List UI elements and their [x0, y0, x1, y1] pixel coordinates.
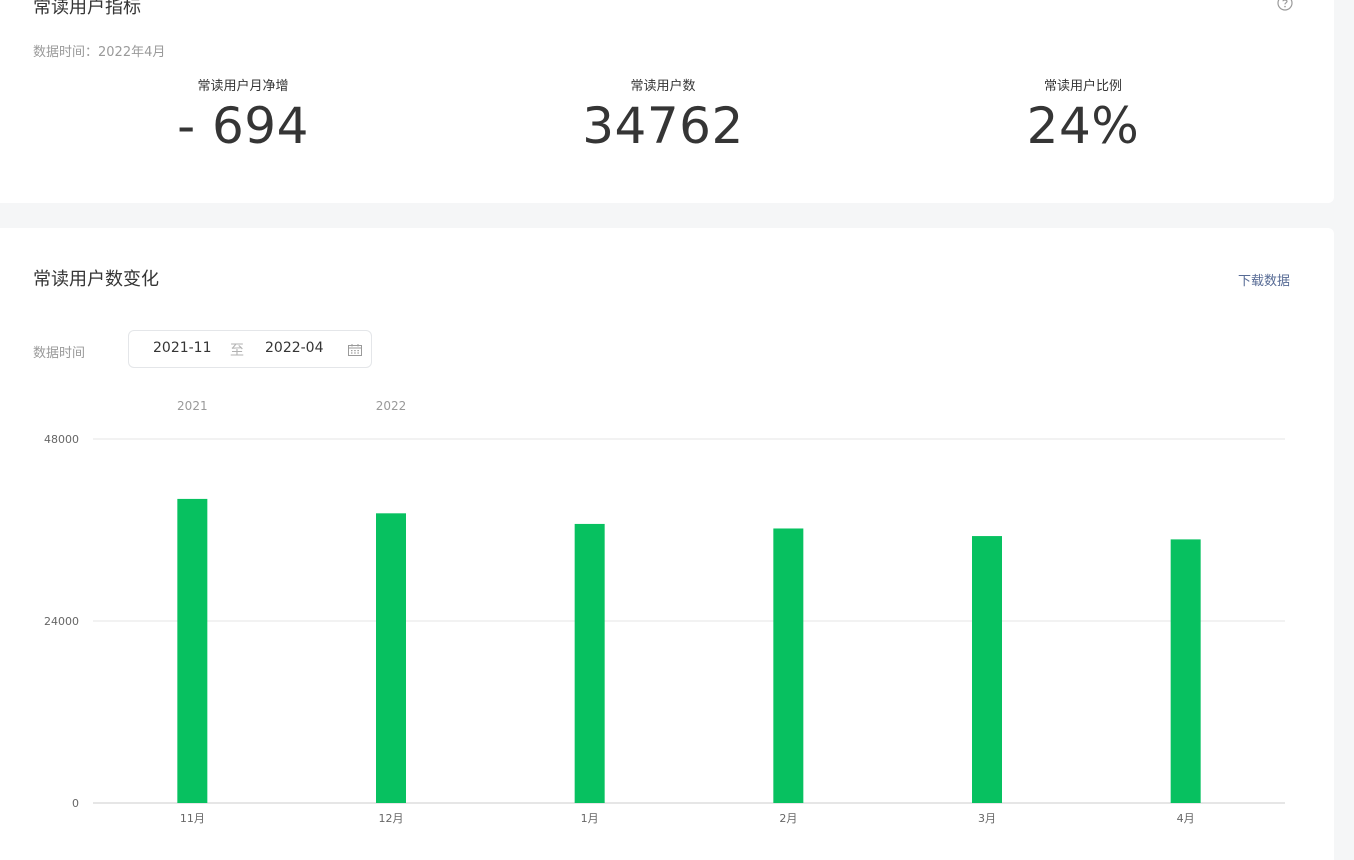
metric-label: 常读用户月净增 — [197, 79, 289, 94]
metric-label: 常读用户数 — [630, 79, 696, 94]
year-label: 2021 — [177, 399, 208, 413]
bar — [177, 498, 208, 803]
y-tick-label: 24000 — [44, 615, 79, 628]
metrics-title: 常读用户指标 — [33, 0, 141, 18]
bar-chart: 0 24000 48000 11月 12月 1月 2月 3月 4月 2021 2022 — [44, 399, 1285, 825]
metrics-card: 常读用户指标 数据时间：2022年4月 常读用户月净增 - 694 常读用户数 … — [0, 0, 1334, 203]
metric-user-count: 常读用户数 34762 — [453, 78, 873, 154]
metric-net-growth: 常读用户月净增 - 694 — [33, 78, 453, 154]
metric-value: 24% — [1026, 97, 1140, 155]
x-tick-label: 1月 — [581, 812, 599, 825]
date-range-picker[interactable]: 2021-11 至 2022-04 — [128, 330, 372, 368]
bar — [773, 528, 804, 803]
data-time-text: 数据时间：2022年4月 — [33, 45, 166, 60]
x-tick-label: 3月 — [978, 812, 996, 825]
download-data-link[interactable]: 下载数据 — [1238, 274, 1291, 289]
date-range-start[interactable]: 2021-11 — [153, 340, 212, 356]
date-range-end[interactable]: 2022-04 — [265, 340, 324, 356]
bar — [1170, 539, 1201, 803]
y-tick-label: 0 — [72, 797, 79, 810]
trend-card: 0 24000 48000 11月 12月 1月 2月 3月 4月 2021 2022 常读用户数变… — [0, 228, 1334, 860]
metric-value: - 694 — [177, 97, 309, 155]
filter-label: 数据时间 — [33, 346, 86, 361]
trend-title: 常读用户数变化 — [33, 269, 159, 290]
x-tick-label: 11月 — [180, 812, 205, 825]
metric-user-ratio: 常读用户比例 24% — [873, 78, 1293, 154]
metric-value: 34762 — [582, 97, 744, 155]
x-tick-label: 2月 — [779, 812, 797, 825]
bar — [376, 513, 406, 803]
page-gutter — [1334, 0, 1354, 860]
bar — [972, 536, 1002, 803]
date-range-separator: 至 — [230, 343, 244, 359]
y-tick-label: 48000 — [44, 433, 79, 446]
bar — [574, 523, 605, 803]
question-circle-icon[interactable] — [1277, 0, 1293, 11]
year-label: 2022 — [376, 399, 407, 413]
metric-label: 常读用户比例 — [1043, 79, 1122, 94]
calendar-icon[interactable] — [348, 344, 362, 356]
x-tick-label: 12月 — [379, 812, 404, 825]
x-tick-label: 4月 — [1177, 812, 1195, 825]
